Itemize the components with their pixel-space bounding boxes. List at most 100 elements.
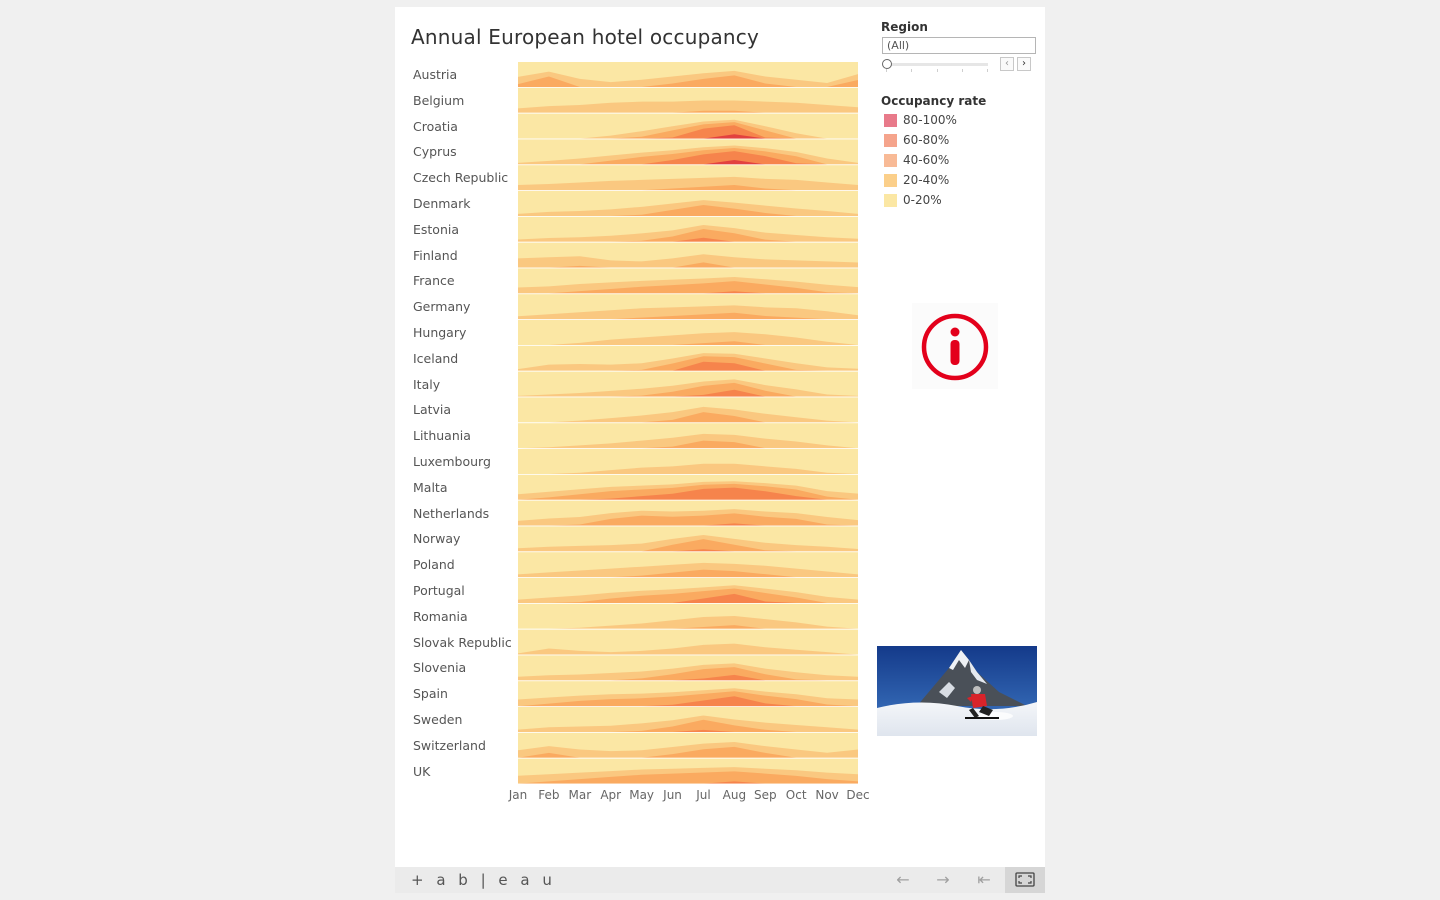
occupancy-area-band — [518, 75, 858, 87]
legend-swatch — [884, 154, 897, 167]
occupancy-area-band — [518, 125, 858, 139]
country-row[interactable] — [518, 758, 858, 785]
country-label: Austria — [413, 67, 458, 82]
country-label: Switzerland — [413, 737, 486, 753]
slider-tick — [937, 69, 938, 72]
occupancy-area-band — [518, 176, 858, 191]
info-button[interactable] — [912, 303, 998, 389]
country-row[interactable] — [518, 371, 858, 398]
country-row[interactable] — [518, 500, 858, 527]
legend-title: Occupancy rate — [881, 94, 987, 108]
occupancy-area-band — [518, 615, 858, 629]
country-label: Poland — [413, 557, 455, 573]
country-row[interactable] — [518, 629, 858, 656]
country-row[interactable] — [518, 165, 858, 192]
month-tick-label: May — [629, 788, 655, 802]
tableau-logo[interactable]: + a b | e a u — [411, 871, 556, 889]
country-label: Belgium — [413, 92, 465, 108]
country-label: Finland — [413, 247, 458, 263]
tableau-toolbar: + a b | e a u ← → ⇤ — [395, 867, 1045, 893]
country-row[interactable] — [518, 345, 858, 372]
country-row[interactable] — [518, 732, 858, 759]
occupancy-area-band — [518, 463, 858, 474]
occupancy-area-band — [518, 406, 858, 423]
occupancy-area-band — [518, 281, 858, 294]
country-label: Iceland — [413, 350, 459, 366]
occupancy-area-band — [518, 549, 858, 552]
country-row[interactable] — [518, 294, 858, 321]
country-label: Slovenia — [413, 660, 467, 676]
country-row[interactable] — [518, 578, 858, 604]
country-row[interactable] — [518, 423, 858, 450]
occupancy-area-band — [518, 262, 858, 268]
country-label: Spain — [413, 686, 448, 702]
occupancy-area-band — [518, 440, 858, 449]
occupancy-area-band — [518, 100, 858, 113]
country-row[interactable] — [518, 655, 858, 682]
dashboard-title: Annual European hotel occupancy — [411, 25, 760, 49]
occupancy-area-band — [518, 729, 858, 732]
info-icon — [921, 313, 989, 381]
occupancy-area-band — [518, 205, 858, 216]
occupancy-area-band — [518, 151, 858, 165]
occupancy-area-band — [518, 771, 858, 784]
slider-tick — [962, 69, 963, 72]
month-tick-label: Jun — [663, 788, 682, 802]
slider-tick — [911, 69, 912, 72]
country-label: Germany — [413, 299, 471, 315]
occupancy-heatmap — [518, 62, 858, 785]
country-row[interactable] — [518, 707, 858, 733]
month-tick-label: Feb — [538, 788, 560, 802]
occupancy-area-band — [518, 254, 858, 268]
country-label: Latvia — [413, 402, 452, 418]
occupancy-area-band — [518, 487, 858, 500]
fullscreen-button[interactable] — [1005, 867, 1045, 893]
country-row[interactable] — [518, 62, 858, 88]
country-row[interactable] — [518, 474, 858, 501]
country-row[interactable] — [518, 139, 858, 166]
country-label: Sweden — [413, 712, 463, 727]
country-label: Hungary — [413, 325, 467, 340]
occupancy-area-band — [518, 237, 858, 242]
region-filter-title: Region — [881, 20, 928, 34]
country-label: Norway — [413, 531, 461, 547]
revert-button[interactable]: ⇤ — [977, 870, 991, 889]
country-label: Lithuania — [413, 428, 471, 444]
month-tick-label: Dec — [846, 788, 870, 802]
country-row[interactable] — [518, 242, 858, 269]
country-label: Portugal — [413, 583, 465, 598]
country-row[interactable] — [518, 191, 858, 217]
occupancy-area-band — [518, 70, 858, 87]
slider-track — [886, 63, 988, 66]
country-row[interactable] — [518, 552, 858, 579]
undo-button[interactable]: ← — [896, 870, 910, 889]
region-next-button[interactable]: › — [1017, 57, 1031, 71]
country-row[interactable] — [518, 216, 858, 243]
country-row[interactable] — [518, 603, 858, 630]
country-row[interactable] — [518, 87, 858, 114]
country-row[interactable] — [518, 681, 858, 708]
country-label: Cyprus — [413, 144, 457, 160]
region-prev-button[interactable]: ‹ — [1000, 57, 1014, 71]
country-row[interactable] — [518, 449, 858, 475]
country-row[interactable] — [518, 113, 858, 140]
country-row[interactable] — [518, 268, 858, 295]
country-label: Slovak Republic — [413, 634, 512, 650]
fullscreen-icon — [1015, 872, 1035, 887]
country-row[interactable] — [518, 397, 858, 424]
region-slider[interactable] — [882, 57, 992, 77]
country-row[interactable] — [518, 526, 858, 553]
region-dropdown[interactable]: (All) — [882, 37, 1036, 54]
dashboard: Annual European hotel occupancy Austria B… — [395, 7, 1045, 867]
country-label: Italy — [413, 376, 441, 392]
country-label: Estonia — [413, 221, 460, 237]
legend-label: 0-20% — [903, 193, 942, 207]
skier-mountain-image — [877, 646, 1037, 736]
slider-handle[interactable] — [882, 59, 892, 69]
redo-button[interactable]: → — [936, 870, 950, 889]
occupancy-area-band — [518, 412, 858, 423]
country-row[interactable] — [518, 320, 858, 346]
occupancy-area-band — [518, 746, 858, 758]
month-tick-label: Nov — [815, 788, 839, 802]
occupancy-area-band — [518, 513, 858, 526]
